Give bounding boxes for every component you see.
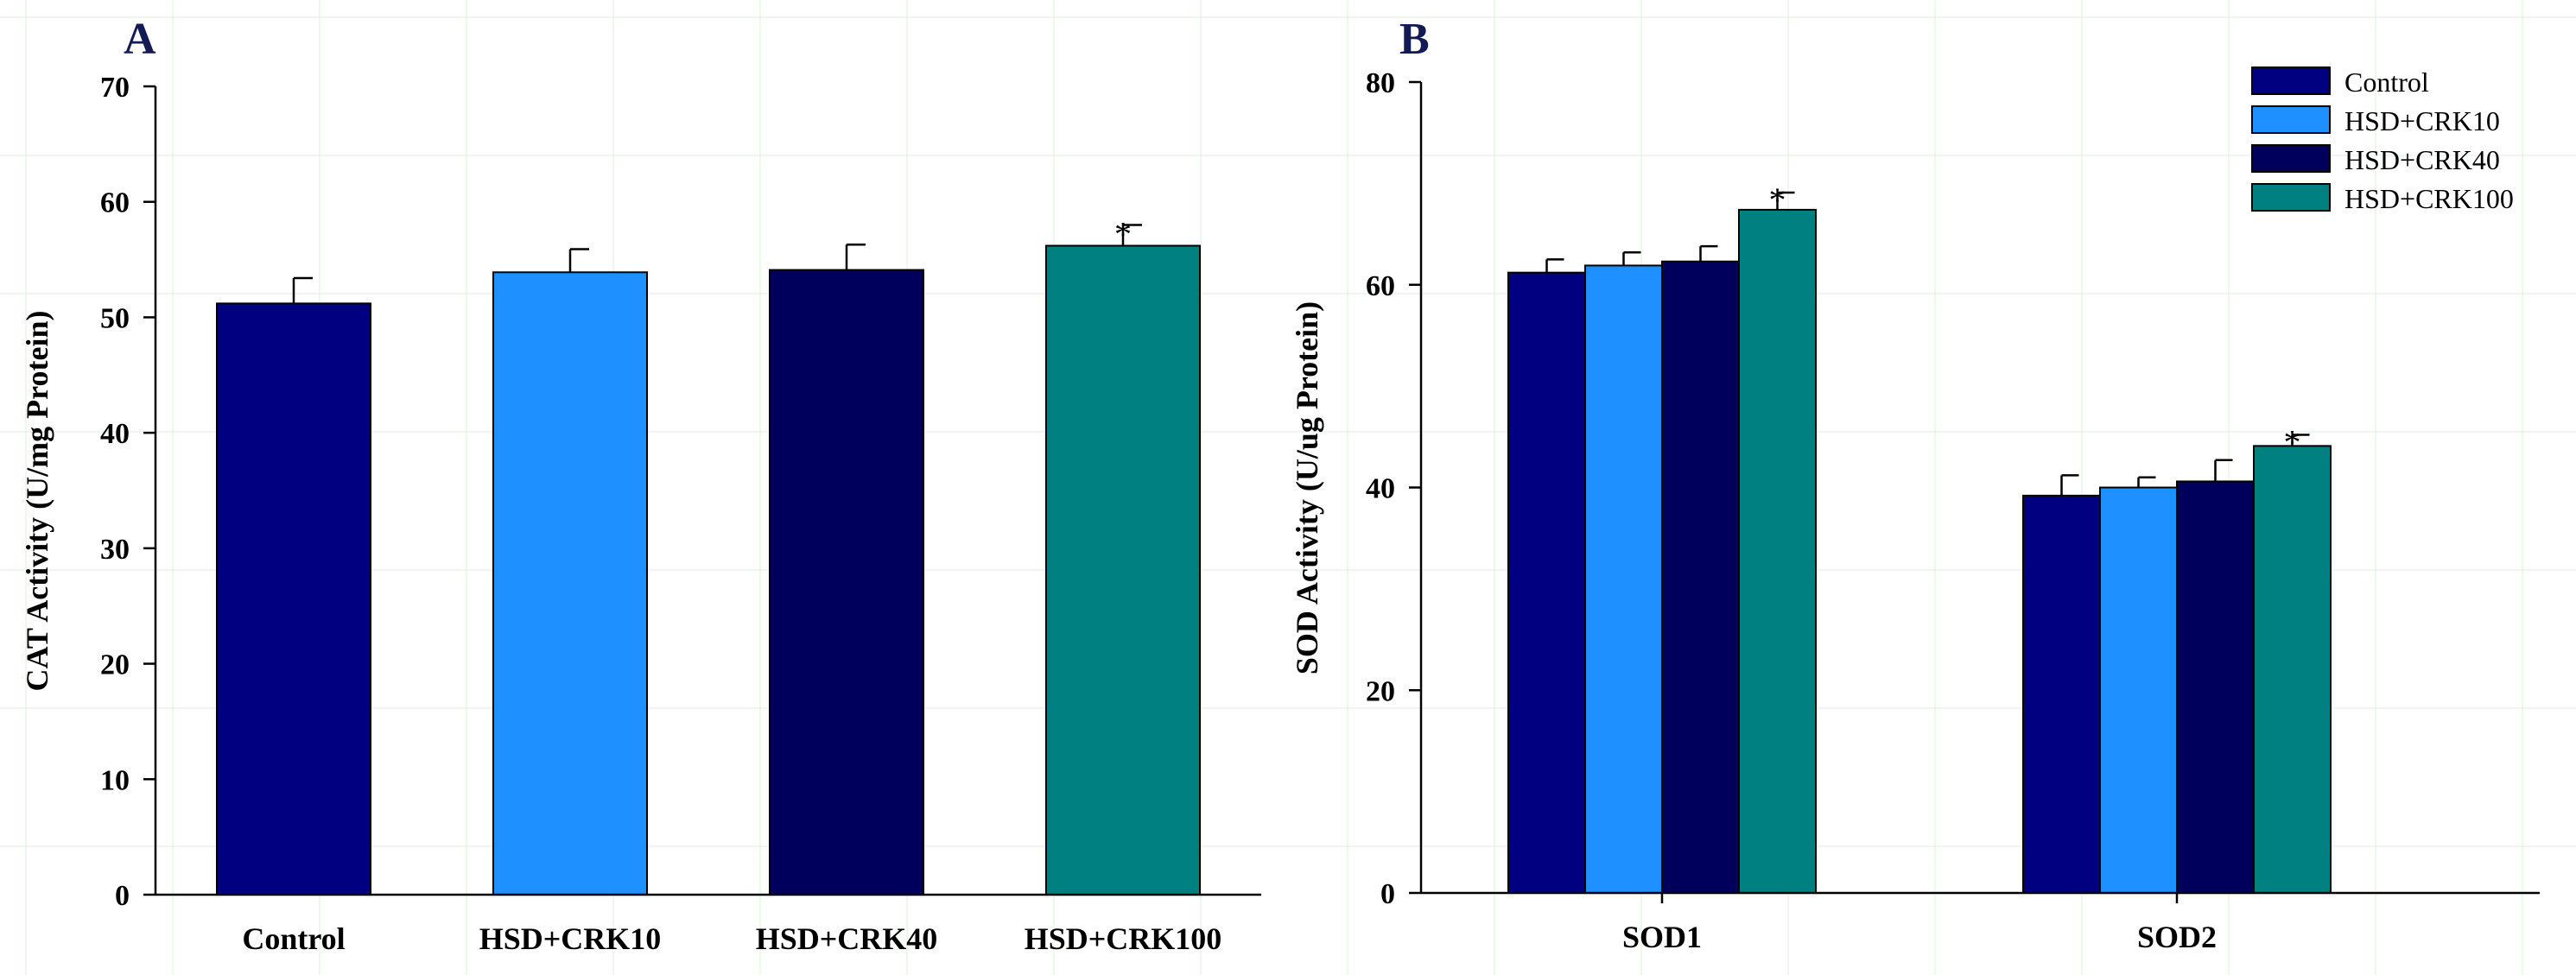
panel-a-bar bbox=[216, 302, 371, 896]
panel-b-legend: Control HSD+CRK10 HSD+CRK40 HSD+CRK100 bbox=[2251, 66, 2514, 214]
panel-a-x-tick-label: HSD+CRK40 bbox=[756, 921, 938, 956]
legend-label: HSD+CRK10 bbox=[2344, 105, 2500, 136]
panel-b-y-tick-label: 60 bbox=[1366, 270, 1395, 302]
panel-b-y-tick-label: 80 bbox=[1366, 67, 1395, 99]
panel-a-y-tick-label: 0 bbox=[115, 880, 130, 912]
panel-b-significance-marker: * bbox=[2284, 422, 2301, 461]
panel-b-x-tick-label: SOD2 bbox=[2137, 920, 2217, 954]
legend-swatch bbox=[2251, 144, 2331, 173]
panel-b-bar bbox=[1738, 208, 1817, 894]
panel-a-y-tick-label: 30 bbox=[100, 534, 130, 566]
panel-a-x-tick-label: Control bbox=[242, 921, 345, 956]
panel-b-y-axis-label: SOD Activity (U/ug Protein) bbox=[1290, 301, 1324, 674]
panel-b-y-tick-label: 20 bbox=[1366, 675, 1395, 707]
legend-label: HSD+CRK40 bbox=[2344, 144, 2500, 175]
panel-a-bar bbox=[492, 271, 648, 896]
panel-a-y-axis-label: CAT Activity (U/mg Protein) bbox=[20, 311, 54, 692]
panel-a-bar bbox=[1045, 244, 1201, 896]
panel-b-bar bbox=[2253, 445, 2332, 894]
panel-b-y-tick-label: 0 bbox=[1380, 878, 1395, 910]
panel-a-y-tick-label: 60 bbox=[100, 187, 130, 219]
panel-b-bar bbox=[2176, 480, 2255, 895]
panel-a-y-tick-label: 50 bbox=[100, 302, 130, 334]
panel-a-bars: * bbox=[216, 214, 1201, 896]
legend-swatch bbox=[2251, 66, 2331, 95]
panel-a-y-tick-label: 10 bbox=[100, 764, 130, 796]
panel-a-y-tick-label: 20 bbox=[100, 649, 130, 681]
panel-b-significance-marker: * bbox=[1769, 180, 1786, 219]
panel-a-y-tick-label: 70 bbox=[100, 72, 130, 104]
panel-a-y-tick-label: 40 bbox=[100, 418, 130, 450]
panel-b-bar bbox=[2022, 494, 2101, 894]
panel-b-label: B bbox=[1399, 15, 1430, 64]
panel-b-bar bbox=[1661, 260, 1740, 895]
panel-b-sod-chart: B SOD Activity (U/ug Protein) ** SOD1 SOD… bbox=[1290, 15, 2540, 954]
legend-swatch bbox=[2251, 105, 2331, 134]
panel-b-x-tick-label: SOD1 bbox=[1622, 920, 1702, 954]
panel-a-axes: Control HSD+CRK10 HSD+CRK40 HSD+CRK100 0 10 20… bbox=[100, 72, 1261, 956]
panel-b-axes: SOD1 SOD2 0 20 40 60 80 bbox=[1366, 67, 2540, 954]
panel-b-y-tick-label: 40 bbox=[1366, 473, 1395, 505]
panel-a-cat-chart: A CAT Activity (U/mg Protein) * Control H… bbox=[20, 15, 1261, 956]
legend-label: HSD+CRK100 bbox=[2344, 183, 2514, 214]
panel-a-bar bbox=[769, 269, 924, 896]
panel-b-bar bbox=[1507, 271, 1586, 895]
panel-a-x-tick-label: HSD+CRK100 bbox=[1025, 921, 1222, 956]
legend-swatch bbox=[2251, 183, 2331, 212]
panel-a-x-tick-label: HSD+CRK10 bbox=[479, 921, 662, 956]
panel-b-bar bbox=[2099, 486, 2178, 894]
panel-a-significance-marker: * bbox=[1114, 214, 1132, 253]
panel-b-bar bbox=[1584, 264, 1663, 895]
legend-label: Control bbox=[2344, 66, 2429, 98]
panel-b-bars: ** bbox=[1507, 180, 2332, 895]
panel-a-label: A bbox=[124, 15, 156, 64]
